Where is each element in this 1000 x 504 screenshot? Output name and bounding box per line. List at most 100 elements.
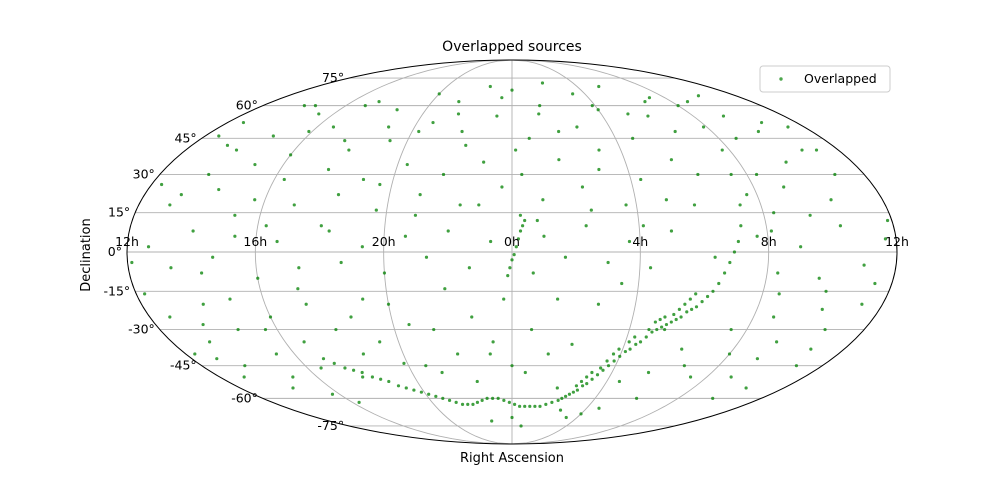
data-point [601,368,605,372]
data-point [606,260,610,265]
data-point [331,125,336,129]
data-point [596,108,600,112]
data-point [217,187,221,192]
data-point [634,396,639,400]
data-point [437,92,441,96]
data-point [417,129,421,134]
data-point [606,364,611,368]
data-point [626,112,630,116]
data-point [700,300,704,304]
data-point [664,322,669,327]
ra-tick-label: 0h [504,234,520,249]
data-point [490,419,494,423]
ra-tick-label: 12h [885,234,909,249]
data-point [580,384,585,388]
dec-tick-label: -30° [128,322,155,337]
data-point [584,224,588,228]
data-point [241,120,246,125]
dec-tick-label: 15° [108,205,130,220]
data-point [523,404,527,408]
data-point [387,379,391,384]
data-point [756,129,761,134]
data-point [701,125,706,129]
data-point [291,375,295,379]
data-point [690,307,694,311]
dec-tick-label: 60° [236,98,258,113]
data-point [705,294,710,299]
data-point [571,390,575,394]
data-point [579,379,584,384]
data-point [528,404,532,408]
data-point [518,213,523,217]
data-points [130,81,890,428]
data-point [682,364,686,368]
data-point [360,245,364,249]
ra-gridline [383,59,513,445]
data-point [464,143,468,147]
data-point [777,292,781,296]
data-point [744,386,748,390]
data-point [575,125,579,129]
data-point [538,404,542,408]
data-point [361,177,366,182]
data-point [784,160,788,164]
data-point [319,224,323,228]
data-point [646,114,650,118]
data-point [663,327,667,332]
data-point [523,370,527,375]
y-axis-label: Declination [79,218,94,292]
data-point [799,245,803,249]
data-point [557,158,561,162]
data-point [253,198,257,202]
data-point [360,370,364,375]
data-point [817,276,821,280]
data-point [475,379,479,384]
data-point [711,289,715,293]
data-point [412,388,416,392]
data-point [685,100,690,104]
data-point [179,193,183,197]
data-point [696,94,701,98]
data-point [405,162,409,167]
data-point [443,287,447,291]
data-point [627,239,632,244]
data-point [363,104,367,108]
data-point [612,359,616,363]
data-point [477,203,481,207]
dec-tick-label: 45° [175,130,197,145]
data-point [782,185,786,189]
data-point [618,354,622,358]
data-point [729,375,733,379]
data-point [627,340,631,344]
x-axis-label: Right Ascension [460,451,564,466]
data-point [873,281,877,286]
data-point [200,271,204,275]
data-point [624,203,628,207]
ra-tick-label: 8h [761,234,777,249]
data-point [403,234,408,238]
data-point [883,237,888,241]
data-point [620,281,624,286]
data-point [271,134,275,138]
data-point [723,271,727,275]
data-point [488,352,492,356]
legend-marker [779,77,783,81]
data-point [516,237,521,241]
grid [127,59,897,445]
data-point [466,402,470,406]
data-point [679,315,683,319]
data-point [759,120,764,125]
data-point [296,287,300,291]
data-point [567,392,572,396]
data-point [694,305,699,309]
ra-tick-label: 12h [115,234,139,249]
data-point [518,404,522,408]
ra-tick-label: 16h [243,234,267,249]
data-point [297,266,301,270]
data-point [692,203,697,207]
data-point [419,390,423,394]
data-point [334,327,338,332]
data-point [755,234,759,238]
data-point [664,198,668,202]
data-point [564,415,568,420]
